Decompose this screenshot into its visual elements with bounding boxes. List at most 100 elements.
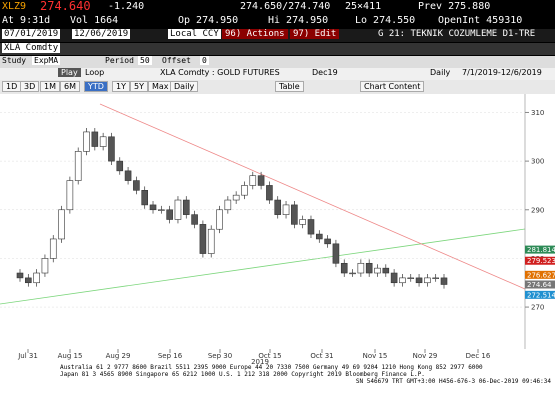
toolbar-button[interactable]: 1M	[40, 81, 60, 92]
x-tick-label: Nov 15	[363, 352, 388, 360]
candle-body	[440, 277, 448, 285]
candle-body	[324, 238, 331, 245]
candle-body	[191, 214, 198, 225]
x-tick-label: Jul 31	[17, 352, 38, 360]
x-tick-label: Sep 30	[208, 352, 232, 360]
candle-body	[216, 209, 223, 230]
x-tick-label: Oct 15	[258, 352, 281, 360]
study[interactable]: ExpMA	[32, 56, 61, 65]
candle-body	[332, 243, 340, 264]
open: Op 274.950	[178, 15, 239, 26]
level-tag	[525, 280, 555, 289]
high: Hi 274.950	[268, 15, 329, 26]
toolbar-button[interactable]: 5Y	[130, 81, 148, 92]
period[interactable]: 50	[138, 56, 152, 65]
edit[interactable]: 97) Edit	[290, 29, 340, 39]
change: -1.240	[108, 1, 145, 12]
candle-body	[291, 204, 298, 225]
range: 7/1/2019-12/6/2019	[462, 68, 542, 77]
candle-body	[340, 262, 348, 274]
end-date[interactable]: 12/06/2019	[72, 29, 131, 39]
level-tag	[525, 245, 555, 254]
toolbar: 1D 3D 1M 6M YTD 1Y 5Y Max Daily Table Chart Conten…	[0, 80, 555, 94]
candle-body	[141, 190, 149, 206]
toolbar-button[interactable]: Max	[148, 81, 173, 92]
play[interactable]: Play	[58, 68, 81, 77]
y-tick-label: 290	[531, 206, 544, 214]
candle-body	[224, 199, 232, 211]
candle-body	[382, 267, 390, 274]
candle-body	[74, 151, 82, 181]
candle-body	[25, 277, 32, 284]
actions[interactable]: 96) Actions	[222, 29, 288, 39]
candle-body	[249, 175, 257, 186]
footer-line: SN 546679 TRT GMT+3:00 H456-676-3 06-Dec…	[355, 378, 551, 385]
candle-body	[83, 131, 90, 152]
candle-body	[166, 209, 173, 220]
offset-label: Offset	[162, 56, 191, 65]
candle-body	[174, 199, 182, 220]
size: 25×411	[345, 1, 382, 12]
volume: Vol 1664	[70, 15, 119, 26]
toolbar-button[interactable]: 6M	[60, 81, 80, 92]
x-tick-label: Aug 15	[58, 352, 83, 360]
footer-line: Japan 81 3 4565 8900 Singapore 65 6212 1…	[60, 371, 425, 378]
study-label: Study	[2, 56, 27, 65]
candle-body	[116, 160, 124, 172]
x-tick-label: Nov 29	[413, 352, 438, 360]
candle-body	[257, 175, 265, 186]
level-label: 279.523	[527, 257, 555, 265]
toolbar-button[interactable]: 1D	[2, 81, 22, 92]
toolbar-button[interactable]: Chart Content	[360, 81, 425, 92]
loop[interactable]: Loop	[85, 68, 105, 77]
toolbar-button[interactable]: Daily	[170, 81, 199, 92]
currency[interactable]: Local CCY	[168, 29, 221, 39]
toolbar-button[interactable]: 1Y	[112, 81, 130, 92]
candle-body	[274, 199, 282, 215]
candle-body	[33, 272, 40, 284]
study-row: Study ExpMA Period 50 Offset 0	[0, 56, 555, 68]
offset[interactable]: 0	[200, 56, 209, 65]
toolbar-button[interactable]: YTD	[84, 81, 108, 92]
y-tick-label: 310	[531, 109, 544, 117]
candle-body	[307, 219, 315, 235]
candle-body	[365, 262, 373, 274]
legend-row: Play Loop XLA Comdty : GOLD FUTURES Dec1…	[0, 68, 555, 80]
freq: Daily	[430, 68, 451, 77]
security-row: XLA Comdty	[0, 43, 555, 55]
x-tick-label: Sep 16	[158, 352, 183, 360]
stats-row: At 9:31d Vol 1664 Op 274.950 Hi 274.950 …	[0, 15, 555, 28]
y-tick-label: 300	[531, 158, 544, 166]
footer-line: Australia 61 2 9777 8600 Brazil 5511 239…	[60, 364, 483, 371]
candle-body	[58, 209, 65, 240]
prev: Prev 275.880	[418, 1, 491, 12]
candle-body	[432, 277, 439, 279]
candle-body	[199, 224, 207, 254]
candle-body	[266, 185, 273, 201]
candle-body	[390, 272, 398, 284]
toolbar-button[interactable]: 3D	[20, 81, 40, 92]
candle-body	[424, 277, 431, 284]
y-tick-label: 270	[531, 304, 544, 312]
level-label: 274.64	[527, 281, 552, 289]
candle-body	[149, 204, 157, 211]
period-label: Period	[105, 56, 134, 65]
level-tag	[525, 256, 555, 265]
candle-body	[16, 272, 24, 279]
candle-body	[315, 233, 323, 240]
candle-body	[349, 272, 356, 275]
candle-body	[232, 194, 240, 201]
x-tick-label: Dec 16	[466, 352, 491, 360]
candle-body	[91, 131, 99, 147]
candle-body	[124, 170, 132, 181]
security[interactable]: XLA Comdty	[2, 43, 61, 53]
candle-body	[41, 258, 49, 274]
low: Lo 274.550	[355, 15, 416, 26]
candle-body	[66, 180, 74, 211]
control-row: 07/01/2019 12/06/2019 Local CCY 96) Acti…	[0, 29, 555, 42]
candle-body	[282, 204, 290, 215]
start-date[interactable]: 07/01/2019	[2, 29, 61, 39]
toolbar-button[interactable]: Table	[275, 81, 304, 92]
page-title: G 21: TEKNIK COZUMLEME D1-TRE	[378, 29, 536, 39]
